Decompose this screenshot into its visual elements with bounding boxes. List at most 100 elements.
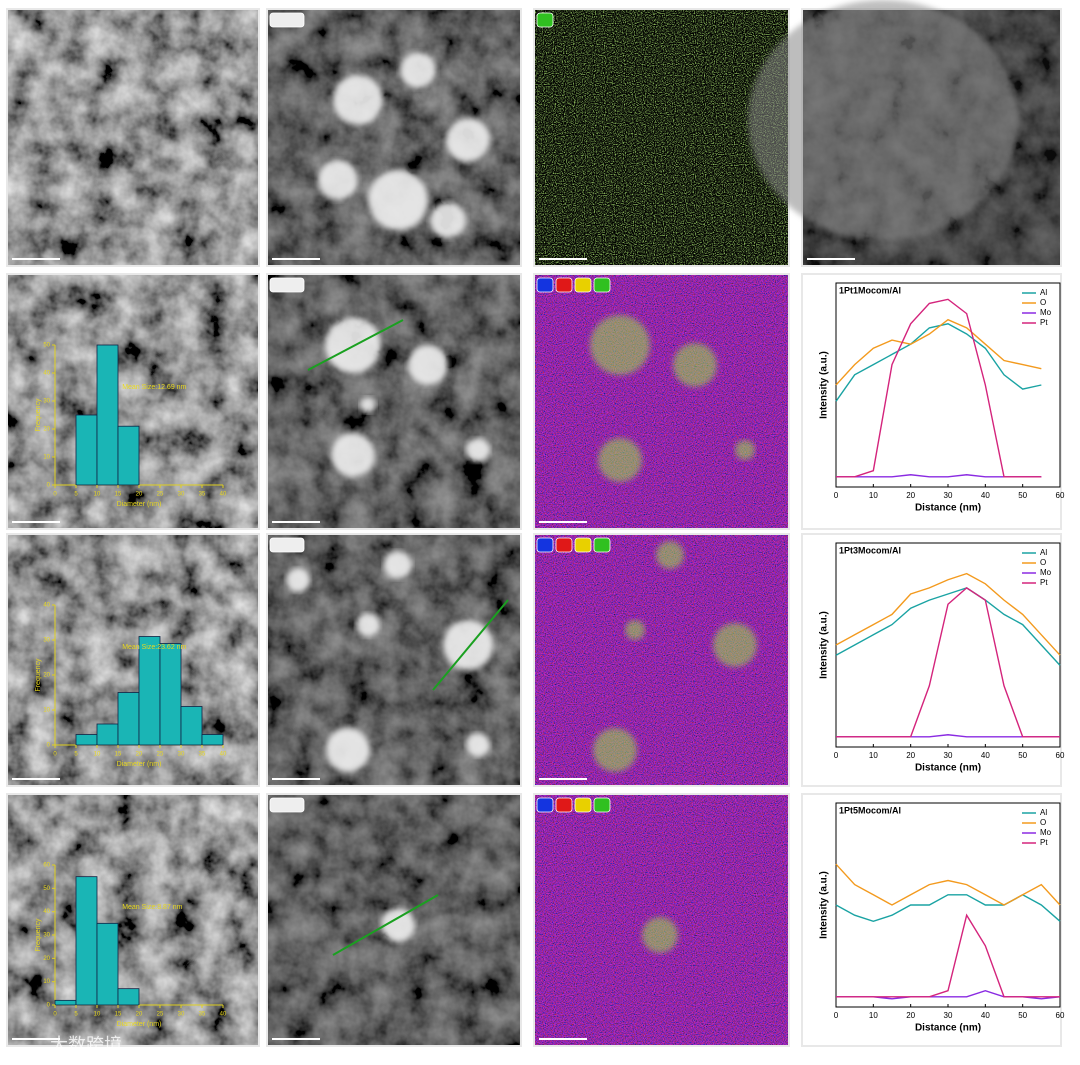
particle bbox=[381, 908, 415, 942]
badge bbox=[536, 12, 554, 28]
particle bbox=[368, 170, 428, 230]
stem-image bbox=[268, 275, 520, 528]
stem-image bbox=[8, 535, 258, 785]
pt-map-noise bbox=[535, 10, 788, 265]
badge bbox=[536, 277, 554, 293]
legend-label: O bbox=[1040, 298, 1046, 307]
profile-line bbox=[836, 913, 1060, 998]
badge bbox=[555, 537, 573, 553]
y-axis-label: Intensity (a.u.) bbox=[819, 611, 830, 679]
profile-line bbox=[835, 318, 1042, 386]
x-tick-label: 25 bbox=[157, 492, 164, 498]
particle-signal bbox=[593, 728, 637, 772]
y-tick-label: 30 bbox=[43, 933, 50, 939]
badge bbox=[593, 797, 611, 813]
stem-shade bbox=[268, 275, 520, 528]
y-tick-label: 50 bbox=[43, 343, 50, 349]
particle bbox=[325, 317, 381, 373]
legend-label: Al bbox=[1040, 808, 1047, 817]
x-tick-label: 30 bbox=[178, 1012, 185, 1018]
histogram-bar bbox=[96, 723, 119, 746]
profile-line bbox=[835, 587, 1061, 666]
particle-signal bbox=[625, 620, 645, 640]
mean-size: Mean Size:12.69 nm bbox=[122, 384, 186, 391]
x-tick-label: 35 bbox=[199, 1012, 206, 1018]
x-tick-label: 60 bbox=[1056, 751, 1065, 760]
legend-label: Mo bbox=[1040, 828, 1052, 837]
x-tick-label: 20 bbox=[136, 1012, 143, 1018]
x-tick-label: 0 bbox=[834, 1011, 839, 1020]
x-tick-label: 10 bbox=[869, 491, 878, 500]
watermark: 大数跨境 bbox=[50, 1035, 122, 1055]
histogram-bar bbox=[180, 706, 203, 746]
histogram-bar bbox=[117, 692, 140, 746]
chart-panel bbox=[803, 795, 1060, 1045]
histogram-bar bbox=[96, 922, 119, 1006]
x-tick-label: 20 bbox=[906, 751, 915, 760]
badge bbox=[593, 537, 611, 553]
x-tick-label: 0 bbox=[53, 492, 57, 498]
x-tick-label: 25 bbox=[157, 752, 164, 758]
x-tick-label: 30 bbox=[944, 491, 953, 500]
badge bbox=[536, 537, 554, 553]
histogram-bar bbox=[96, 344, 119, 486]
y-tick-label: 30 bbox=[43, 399, 50, 405]
chart-panel bbox=[803, 535, 1060, 785]
x-axis-label: Distance (nm) bbox=[915, 503, 981, 514]
particle-support bbox=[748, 0, 1018, 240]
y-tick-label: 10 bbox=[43, 979, 50, 985]
x-tick-label: 40 bbox=[981, 751, 990, 760]
legend-label: O bbox=[1040, 818, 1046, 827]
x-tick-label: 0 bbox=[53, 752, 57, 758]
badge bbox=[593, 277, 611, 293]
x-tick-label: 15 bbox=[115, 492, 122, 498]
x-tick-label: 50 bbox=[1018, 751, 1027, 760]
y-tick-label: 0 bbox=[47, 483, 51, 489]
particle bbox=[331, 433, 375, 477]
y-tick-label: 10 bbox=[43, 708, 50, 714]
stem-image bbox=[8, 795, 258, 1045]
badge bbox=[555, 277, 573, 293]
x-tick-label: 5 bbox=[74, 752, 78, 758]
chart-title: 1Pt5Mocom/Al bbox=[839, 805, 901, 815]
x-tick-label: 0 bbox=[53, 1012, 57, 1018]
profile-line bbox=[835, 323, 1042, 402]
legend-label: Al bbox=[1040, 548, 1047, 557]
y-axis-label: Intensity (a.u.) bbox=[819, 871, 830, 939]
x-tick-label: 10 bbox=[869, 1011, 878, 1020]
profile-line bbox=[836, 587, 1060, 738]
y-tick-label: 0 bbox=[47, 1003, 51, 1009]
particle-signal bbox=[713, 623, 757, 667]
x-axis-label: Distance (nm) bbox=[915, 763, 981, 774]
map-image bbox=[535, 275, 788, 528]
particle bbox=[384, 551, 412, 579]
x-axis-label: Diameter (nm) bbox=[117, 761, 162, 768]
x-tick-label: 40 bbox=[981, 1011, 990, 1020]
x-tick-label: 40 bbox=[220, 1012, 227, 1018]
x-tick-label: 40 bbox=[220, 492, 227, 498]
x-axis-label: Distance (nm) bbox=[915, 1023, 981, 1034]
particle bbox=[430, 202, 466, 238]
histogram-bar bbox=[159, 643, 182, 746]
x-tick-label: 40 bbox=[220, 752, 227, 758]
histogram-bar bbox=[75, 876, 98, 1006]
x-tick-label: 30 bbox=[178, 492, 185, 498]
particle-signal bbox=[642, 917, 678, 953]
particle bbox=[318, 160, 358, 200]
x-tick-label: 5 bbox=[74, 492, 78, 498]
profile-line bbox=[307, 319, 404, 371]
badge bbox=[269, 797, 305, 813]
badge bbox=[536, 797, 554, 813]
y-tick-label: 40 bbox=[43, 371, 50, 377]
profile-line bbox=[836, 298, 1042, 478]
y-axis-label: Frequency bbox=[35, 918, 42, 952]
x-tick-label: 50 bbox=[1018, 1011, 1027, 1020]
particle bbox=[333, 75, 383, 125]
x-tick-label: 25 bbox=[157, 1012, 164, 1018]
histogram-bar bbox=[117, 988, 140, 1006]
legend-label: Pt bbox=[1040, 318, 1048, 327]
badge bbox=[269, 277, 305, 293]
y-tick-label: 20 bbox=[43, 427, 50, 433]
badge bbox=[555, 797, 573, 813]
particle-signal bbox=[598, 438, 642, 482]
